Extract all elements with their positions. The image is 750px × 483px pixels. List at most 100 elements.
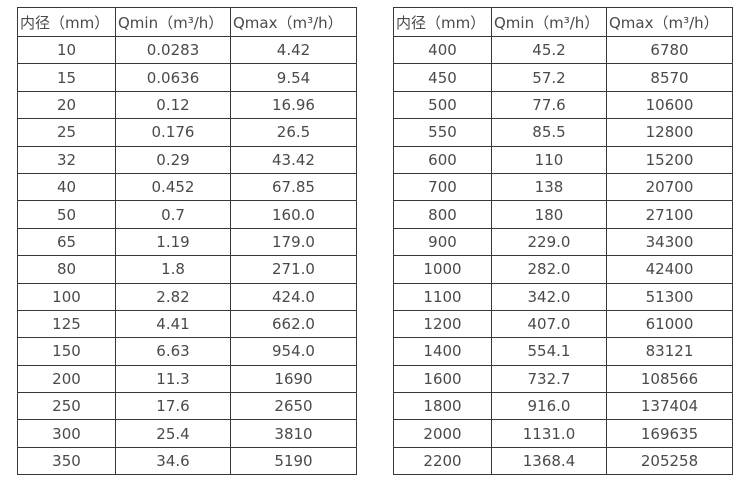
cell: 16.96 (230, 90, 357, 120)
cell: 65 (17, 227, 116, 257)
cell: 15 (17, 63, 116, 92)
cell: 300 (17, 419, 116, 448)
cell: 2650 (230, 392, 357, 421)
cell: 25.4 (115, 419, 231, 448)
table-row: 32 0.29 43.42 (17, 145, 357, 174)
cell: 180 (491, 200, 607, 229)
cell: 5190 (230, 446, 357, 476)
cell: 43.42 (230, 145, 357, 174)
table-body: 400 45.2 6780 450 57.2 8570 500 77.6 10600 550 85.… (393, 35, 733, 476)
col-header-diameter: 内径（mm） (393, 7, 492, 37)
table-row: 15 0.0636 9.54 (17, 63, 357, 92)
cell: 4.42 (230, 35, 357, 65)
cell: 2.82 (115, 282, 231, 311)
cell: 34300 (606, 227, 733, 257)
cell: 9.54 (230, 63, 357, 92)
cell: 342.0 (491, 282, 607, 311)
table-row: 50 0.7 160.0 (17, 200, 357, 229)
table-row: 1200 407.0 61000 (393, 309, 733, 339)
table-row: 700 138 20700 (393, 172, 733, 202)
cell: 0.452 (115, 172, 231, 202)
table-row: 20 0.12 16.96 (17, 90, 357, 120)
cell: 77.6 (491, 90, 607, 120)
cell: 8570 (606, 63, 733, 92)
table-row: 2000 1131.0 169635 (393, 419, 733, 448)
table-row: 550 85.5 12800 (393, 118, 733, 147)
cell: 229.0 (491, 227, 607, 257)
cell: 550 (393, 118, 492, 147)
cell: 4.41 (115, 309, 231, 339)
cell: 1600 (393, 364, 492, 394)
cell: 138 (491, 172, 607, 202)
table-row: 1400 554.1 83121 (393, 337, 733, 366)
cell: 137404 (606, 392, 733, 421)
cell: 26.5 (230, 118, 357, 147)
cell: 45.2 (491, 35, 607, 65)
cell: 271.0 (230, 255, 357, 284)
cell: 34.6 (115, 446, 231, 476)
cell: 42400 (606, 255, 733, 284)
cell: 6.63 (115, 337, 231, 366)
cell: 200 (17, 364, 116, 394)
cell: 662.0 (230, 309, 357, 339)
table-row: 80 1.8 271.0 (17, 255, 357, 284)
col-header-qmin: Qmin（m³/h） (491, 7, 607, 37)
cell: 954.0 (230, 337, 357, 366)
cell: 10 (17, 35, 116, 65)
cell: 0.0283 (115, 35, 231, 65)
cell: 1.19 (115, 227, 231, 257)
cell: 1800 (393, 392, 492, 421)
header-row: 内径（mm） Qmin（m³/h） Qmax（m³/h） (393, 7, 733, 37)
cell: 108566 (606, 364, 733, 394)
cell: 51300 (606, 282, 733, 311)
cell: 6780 (606, 35, 733, 65)
cell: 500 (393, 90, 492, 120)
cell: 50 (17, 200, 116, 229)
table-row: 1000 282.0 42400 (393, 255, 733, 284)
cell: 407.0 (491, 309, 607, 339)
cell: 150 (17, 337, 116, 366)
cell: 17.6 (115, 392, 231, 421)
cell: 1400 (393, 337, 492, 366)
col-header-qmax: Qmax（m³/h） (606, 7, 733, 37)
cell: 0.12 (115, 90, 231, 120)
cell: 169635 (606, 419, 733, 448)
cell: 12800 (606, 118, 733, 147)
col-header-diameter: 内径（mm） (17, 7, 116, 37)
cell: 32 (17, 145, 116, 174)
table-row: 600 110 15200 (393, 145, 733, 174)
table-header: 内径（mm） Qmin（m³/h） Qmax（m³/h） (393, 7, 733, 37)
table-row: 1800 916.0 137404 (393, 392, 733, 421)
cell: 20700 (606, 172, 733, 202)
table-body: 10 0.0283 4.42 15 0.0636 9.54 20 0.12 16.96 25 0.1… (17, 35, 357, 476)
cell: 450 (393, 63, 492, 92)
cell: 350 (17, 446, 116, 476)
table-row: 900 229.0 34300 (393, 227, 733, 257)
table-row: 125 4.41 662.0 (17, 309, 357, 339)
cell: 11.3 (115, 364, 231, 394)
flow-spec-table-left: 内径（mm） Qmin（m³/h） Qmax（m³/h） 10 0.0283 4.4… (17, 7, 357, 476)
cell: 1131.0 (491, 419, 607, 448)
cell: 1200 (393, 309, 492, 339)
cell: 80 (17, 255, 116, 284)
cell: 0.0636 (115, 63, 231, 92)
cell: 110 (491, 145, 607, 174)
table-row: 10 0.0283 4.42 (17, 35, 357, 65)
cell: 10600 (606, 90, 733, 120)
cell: 0.7 (115, 200, 231, 229)
table-row: 300 25.4 3810 (17, 419, 357, 448)
cell: 1690 (230, 364, 357, 394)
table-row: 800 180 27100 (393, 200, 733, 229)
cell: 1000 (393, 255, 492, 284)
table-row: 40 0.452 67.85 (17, 172, 357, 202)
cell: 916.0 (491, 392, 607, 421)
cell: 205258 (606, 446, 733, 476)
table-row: 2200 1368.4 205258 (393, 446, 733, 476)
cell: 15200 (606, 145, 733, 174)
table-row: 25 0.176 26.5 (17, 118, 357, 147)
table-row: 150 6.63 954.0 (17, 337, 357, 366)
cell: 0.29 (115, 145, 231, 174)
flow-spec-table-right: 内径（mm） Qmin（m³/h） Qmax（m³/h） 400 45.2 6780… (393, 7, 733, 476)
cell: 40 (17, 172, 116, 202)
cell: 1368.4 (491, 446, 607, 476)
